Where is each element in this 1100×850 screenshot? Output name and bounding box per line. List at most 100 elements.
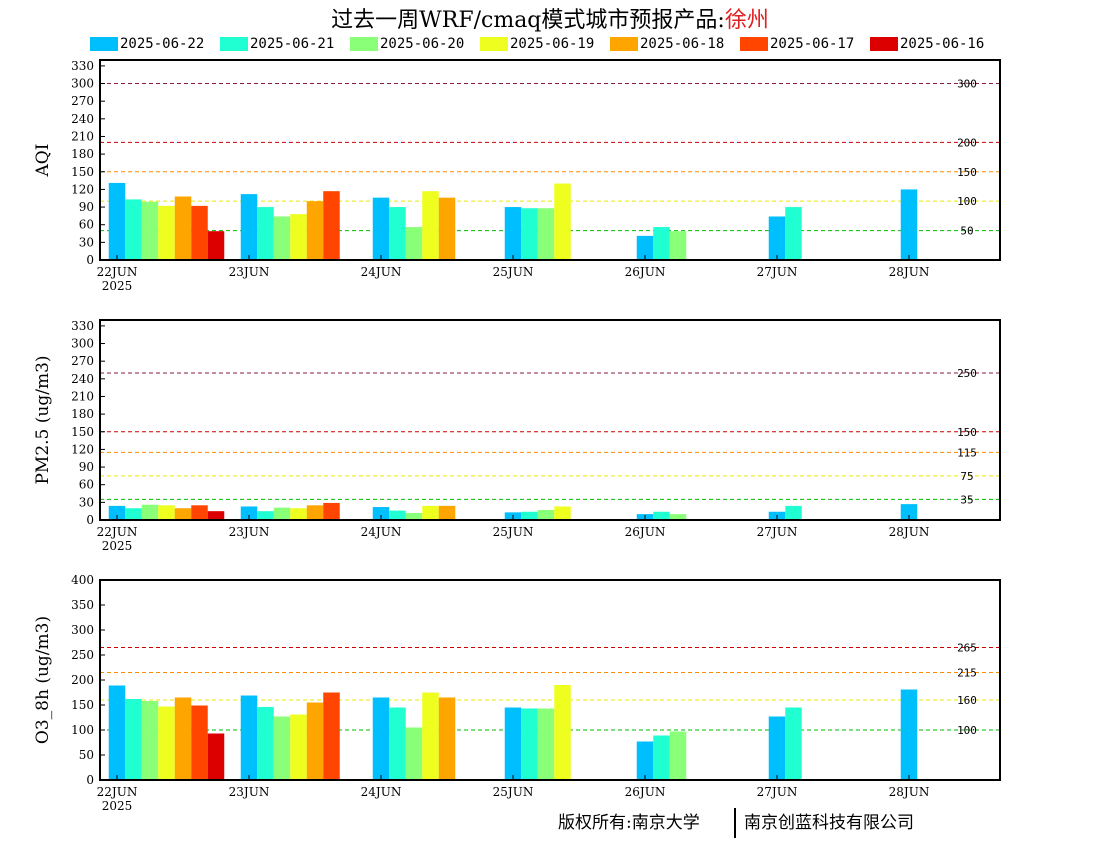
legend-label: 2025-06-21 (250, 36, 335, 52)
footer-separator (734, 808, 736, 838)
bar-2025-06-21-24JUN (389, 207, 406, 260)
bar-2025-06-22-24JUN (372, 507, 390, 520)
bar-2025-06-21-23JUN (257, 207, 274, 260)
y-tick-label: 330 (71, 59, 94, 73)
bar-2025-06-22-24JUN (372, 197, 390, 260)
y-tick-label: 150 (71, 165, 94, 179)
y-tick-label: 210 (71, 129, 94, 143)
legend-swatch (610, 37, 638, 51)
threshold-label: 200 (957, 136, 977, 149)
bar-2025-06-18-23JUN (306, 201, 324, 260)
x-tick-label-22JUN: 22JUN (97, 265, 138, 279)
y-tick-label: 150 (71, 425, 94, 439)
legend-label: 2025-06-22 (120, 36, 205, 52)
legend-swatch (870, 37, 898, 51)
y-tick-label: 30 (79, 235, 94, 249)
bar-2025-06-16-22JUN (207, 733, 225, 780)
bar-2025-06-21-22JUN (125, 508, 142, 520)
threshold-label: 300 (957, 78, 977, 91)
threshold-label: 215 (957, 667, 977, 680)
x-tick-label-24JUN: 24JUN (361, 265, 402, 279)
bar-2025-06-20-24JUN (405, 727, 423, 780)
bar-2025-06-19-24JUN (422, 692, 439, 780)
legend-label: 2025-06-20 (380, 36, 465, 52)
bar-2025-06-22-22JUN (108, 685, 126, 780)
x-tick-label-28JUN: 28JUN (889, 525, 930, 539)
bar-2025-06-18-23JUN (306, 505, 324, 520)
x-year-label: 2025 (102, 279, 133, 293)
bar-2025-06-17-23JUN (323, 502, 340, 520)
x-tick-label-27JUN: 27JUN (757, 785, 798, 799)
plot-frame (99, 579, 1001, 781)
x-tick-label-25JUN: 25JUN (493, 265, 534, 279)
x-tick-label-22JUN: 22JUN (97, 785, 138, 799)
x-tick-label-24JUN: 24JUN (361, 785, 402, 799)
bar-2025-06-19-24JUN (422, 191, 439, 260)
y-tick-label: 330 (71, 319, 94, 333)
bar-2025-06-21-26JUN (653, 511, 670, 520)
title-main: 过去一周WRF/cmaq模式城市预报产品: (331, 8, 725, 33)
bar-2025-06-21-24JUN (389, 510, 406, 520)
bar-2025-06-21-26JUN (653, 227, 670, 260)
bar-2025-06-16-22JUN (207, 231, 225, 260)
bar-2025-06-21-27JUN (785, 707, 802, 780)
threshold-label: 100 (957, 195, 977, 208)
bar-2025-06-18-24JUN (438, 697, 456, 780)
bar-2025-06-17-22JUN (191, 505, 208, 520)
y-axis-label: O3_8h (ug/m3) (33, 616, 53, 744)
y-tick-label: 90 (79, 460, 94, 474)
bar-2025-06-21-27JUN (785, 505, 802, 520)
y-tick-label: 0 (86, 253, 94, 267)
y-tick-label: 270 (71, 354, 94, 368)
x-year-label: 2025 (102, 539, 133, 553)
x-tick-label-26JUN: 26JUN (625, 265, 666, 279)
bar-2025-06-19-22JUN (158, 706, 175, 780)
footer-left: 版权所有:南京大学 (558, 813, 700, 833)
bar-2025-06-22-26JUN (636, 741, 654, 780)
bar-2025-06-21-25JUN (521, 208, 538, 260)
bar-2025-06-17-23JUN (323, 692, 340, 780)
bar-2025-06-18-24JUN (438, 197, 456, 260)
x-tick-label-27JUN: 27JUN (757, 525, 798, 539)
title-city: 徐州 (724, 8, 769, 33)
y-tick-label: 60 (79, 218, 94, 232)
plot-frame (99, 319, 1001, 521)
bar-2025-06-19-25JUN (554, 506, 571, 520)
bar-2025-06-22-25JUN (504, 707, 522, 780)
plot-frame (99, 59, 1001, 261)
bar-2025-06-18-24JUN (438, 505, 456, 520)
chart-panel-2: 250 150 115 75 35 22JUN 23JUN 24JUN 25JUN 26JUN 27… (33, 319, 1001, 553)
bar-2025-06-22-27JUN (768, 716, 786, 780)
y-tick-label: 60 (79, 478, 94, 492)
y-tick-label: 300 (71, 77, 94, 91)
x-tick-label-26JUN: 26JUN (625, 525, 666, 539)
legend-label: 2025-06-17 (770, 36, 855, 52)
bar-2025-06-19-25JUN (554, 183, 571, 260)
bar-2025-06-17-22JUN (191, 205, 208, 260)
y-tick-label: 240 (71, 372, 94, 386)
bar-2025-06-22-26JUN (636, 235, 654, 260)
y-tick-label: 270 (71, 94, 94, 108)
x-tick-label-23JUN: 23JUN (229, 525, 270, 539)
bar-2025-06-22-23JUN (240, 695, 258, 780)
bar-2025-06-20-24JUN (405, 227, 423, 260)
y-tick-label: 300 (71, 337, 94, 351)
x-tick-label-23JUN: 23JUN (229, 785, 270, 799)
bar-2025-06-20-23JUN (273, 716, 291, 780)
x-year-label: 2025 (102, 799, 133, 813)
x-tick-label-22JUN: 22JUN (97, 525, 138, 539)
chart-panel-3: 265 215 160 100 22JUN 23JUN 24JUN 25JUN 26JUN 27J… (33, 573, 1001, 813)
bar-2025-06-22-24JUN (372, 697, 390, 780)
bar-2025-06-22-22JUN (108, 505, 126, 520)
threshold-label: 150 (957, 166, 977, 179)
y-tick-label: 30 (79, 495, 94, 509)
y-tick-label: 50 (79, 748, 94, 762)
y-tick-label: 100 (71, 723, 94, 737)
legend-swatch (480, 37, 508, 51)
y-tick-label: 120 (71, 442, 94, 456)
bar-2025-06-21-24JUN (389, 707, 406, 780)
bar-2025-06-19-23JUN (290, 508, 307, 520)
bar-2025-06-21-22JUN (125, 199, 142, 260)
bar-2025-06-20-25JUN (537, 708, 555, 780)
